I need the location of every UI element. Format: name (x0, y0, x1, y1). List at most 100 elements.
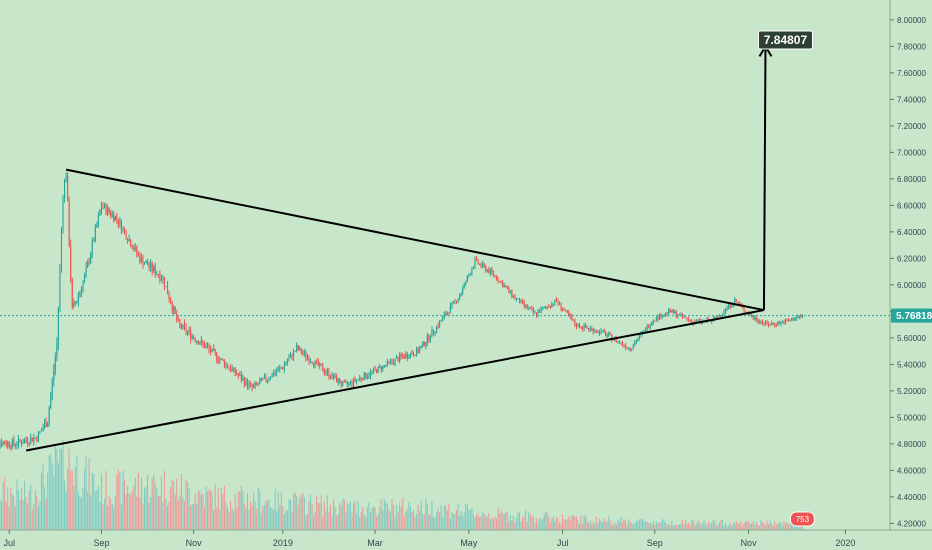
candle-body (594, 331, 596, 333)
candle-body (655, 316, 657, 321)
volume-bar (660, 522, 662, 530)
candle-body (766, 321, 768, 325)
candle-body (208, 346, 210, 350)
candle-body (588, 328, 590, 330)
volume-bar (408, 502, 410, 530)
volume-bar (525, 510, 527, 530)
volume-bar (451, 512, 453, 530)
volume-bar (528, 511, 530, 530)
candle-body (626, 347, 628, 349)
candle-body (246, 379, 249, 387)
volume-bar (439, 512, 441, 530)
candle-body (728, 304, 730, 309)
time-axis[interactable]: Jul Sep Nov 2019 Mar May Jul Sep Nov 2020 (3, 530, 855, 548)
volume-bar (114, 495, 116, 530)
volume-bars (0, 440, 803, 530)
candle-body (116, 216, 118, 220)
volume-bar (641, 518, 644, 530)
candle-body (416, 348, 418, 356)
volume-bar (0, 498, 1, 530)
volume-bar (208, 489, 210, 530)
candle-body (396, 357, 398, 359)
candle-body (19, 438, 21, 442)
volume-bar (549, 522, 551, 530)
volume-bar (199, 490, 201, 530)
candle-body (763, 323, 765, 325)
volume-bar (469, 509, 471, 530)
candle-body (263, 376, 265, 379)
candle-body (389, 360, 391, 362)
candle-body (721, 313, 723, 316)
candle-body (348, 382, 350, 385)
volume-bar (248, 509, 250, 530)
candle-body (270, 377, 272, 379)
current-price-text: 5.76818 (896, 311, 932, 322)
candle-body (309, 361, 312, 363)
candle-body (591, 328, 593, 330)
candle-body (575, 325, 577, 327)
candle-body (119, 220, 121, 225)
volume-bar (130, 494, 132, 530)
volume-bar (167, 505, 169, 530)
volume-bar (180, 474, 182, 530)
volume-bar (764, 524, 767, 530)
candle-body (173, 306, 175, 311)
candle-body (391, 360, 393, 363)
volume-bar (90, 495, 92, 530)
volume-bar (343, 499, 345, 530)
volume-bar (723, 525, 725, 530)
volume-bar (422, 514, 424, 530)
volume-bar (203, 507, 205, 530)
candle-body (548, 306, 550, 308)
volume-bar (368, 502, 370, 530)
candle-body (322, 365, 324, 372)
volume-bar (431, 500, 433, 530)
volume-bar (572, 515, 574, 530)
volume-bar (580, 515, 582, 530)
volume-bar (751, 523, 753, 530)
volume-bar (697, 519, 699, 530)
candle-body (5, 444, 7, 446)
volume-bar (143, 488, 146, 530)
volume-bar (728, 525, 730, 530)
candle-body (59, 266, 61, 308)
volume-bar (491, 517, 493, 530)
candle-body (448, 312, 450, 314)
volume-bar (468, 510, 470, 530)
volume-bar (724, 522, 727, 530)
candle-body (698, 319, 700, 321)
volume-bar (251, 505, 253, 530)
volume-bar (10, 488, 12, 530)
candle-body (798, 315, 800, 317)
candle-body (489, 269, 491, 274)
candle-body (440, 320, 442, 322)
candle-body (337, 378, 339, 383)
volume-bar (562, 514, 564, 530)
candle-body (313, 363, 315, 366)
candle-body (406, 354, 408, 358)
volume-bar (154, 482, 156, 530)
volume-bar (257, 487, 259, 530)
volume-bar (711, 523, 713, 530)
volume-bar (591, 523, 593, 530)
candle-body (609, 333, 611, 335)
candle-body (73, 302, 75, 308)
volume-bar (477, 512, 479, 530)
candle-body (392, 362, 395, 364)
volume-bar (651, 524, 653, 530)
candle-body (397, 357, 399, 362)
candle-body (288, 357, 290, 362)
candle-body (801, 315, 803, 317)
candle-body (472, 266, 474, 269)
volume-bar (589, 520, 591, 530)
price-axis[interactable] (0, 0, 932, 531)
volume-bar (380, 498, 382, 530)
volume-bar (508, 521, 510, 530)
volume-bar (388, 509, 390, 530)
candle-body (203, 343, 205, 348)
volume-bar (531, 516, 533, 530)
volume-bar (348, 504, 350, 530)
volume-bar (497, 507, 499, 530)
volume-bar (557, 518, 559, 530)
volume-bar (626, 524, 628, 530)
